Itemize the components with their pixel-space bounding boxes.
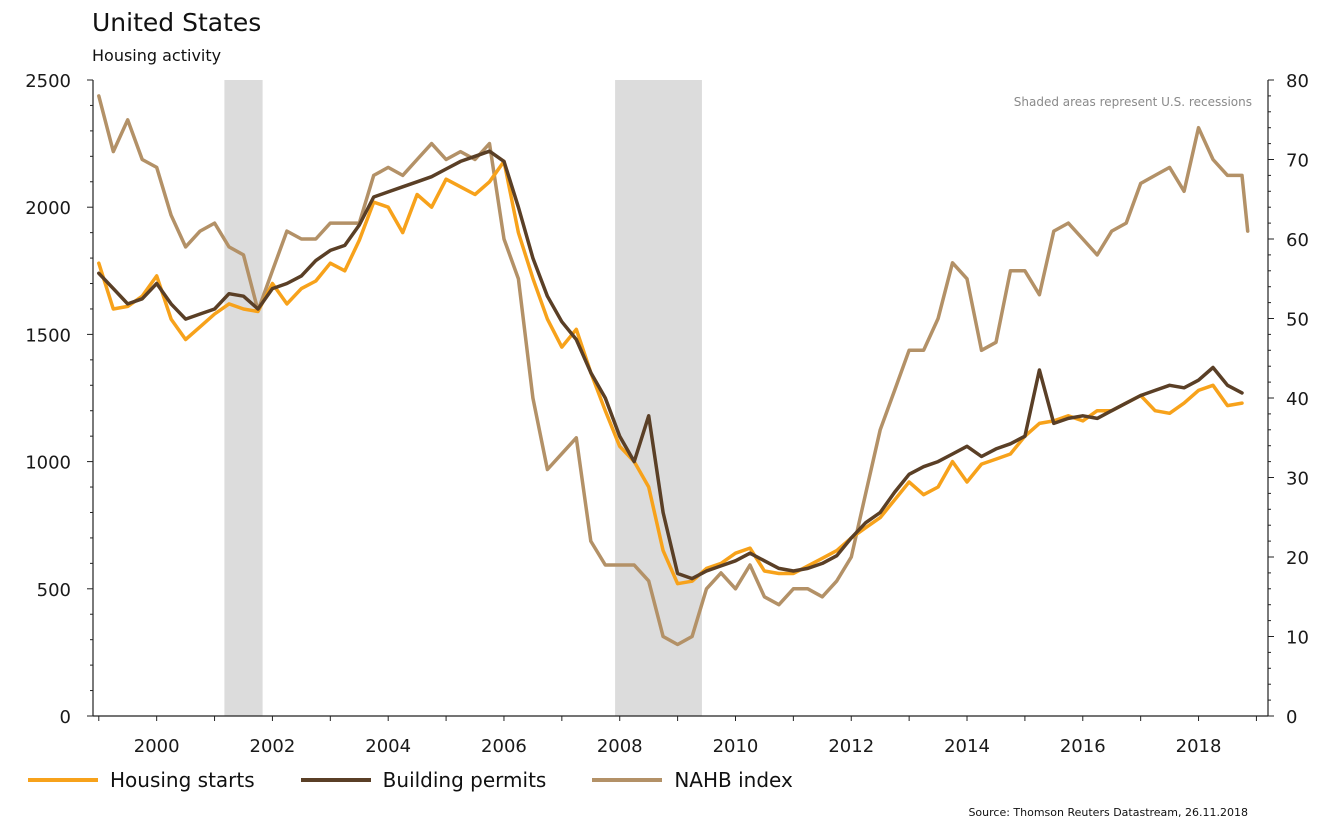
series-line-building-permits — [97, 149, 1244, 581]
legend-label-housing-starts: Housing starts — [110, 768, 255, 792]
left-tick-label: 1000 — [25, 453, 71, 474]
legend-swatch-building-permits — [300, 778, 371, 782]
right-tick-label: 20 — [1286, 548, 1309, 569]
legend-label-building-permits: Building permits — [382, 768, 547, 792]
legend-label-nahb-index: NAHB index — [674, 768, 793, 792]
x-tick-label: 2016 — [1060, 736, 1106, 757]
legend-item-building-permits: Building permits — [300, 768, 547, 792]
left-tick-label: 0 — [60, 707, 71, 728]
recession-band-1 — [224, 80, 263, 716]
left-tick-label: 2500 — [25, 71, 71, 92]
right-tick-label: 40 — [1286, 389, 1309, 410]
legend-item-housing-starts: Housing starts — [28, 768, 255, 792]
left-tick-label: 1500 — [25, 325, 71, 346]
x-tick-label: 2004 — [365, 736, 411, 757]
legend-swatch-nahb-index — [592, 778, 663, 782]
x-tick-label: 2018 — [1176, 736, 1222, 757]
page-subtitle: Housing activity — [92, 46, 222, 65]
right-tick-label: 0 — [1286, 707, 1297, 728]
x-tick-label: 2006 — [481, 736, 527, 757]
recession-shading — [224, 80, 702, 716]
x-tick-label: 2000 — [134, 736, 180, 757]
x-tick-label: 2002 — [250, 736, 296, 757]
right-tick-label: 70 — [1286, 151, 1309, 172]
right-tick-label: 80 — [1286, 71, 1309, 92]
series-line-housing-starts — [97, 159, 1244, 586]
right-tick-label: 10 — [1286, 628, 1309, 649]
right-tick-label: 60 — [1286, 230, 1309, 251]
axes: 0 500 1000 1500 2000 2500 0 10 20 30 40 50 60 70 80 200… — [25, 71, 1309, 757]
right-tick-label: 50 — [1286, 310, 1309, 331]
legend-swatch-housing-starts — [28, 778, 98, 782]
legend: Housing starts Building permits NAHB ind… — [28, 768, 839, 792]
recession-note: Shaded areas represent U.S. recessions — [1014, 95, 1252, 109]
x-tick-label: 2014 — [944, 736, 990, 757]
right-tick-label: 30 — [1286, 469, 1309, 490]
source-note: Source: Thomson Reuters Datastream, 26.1… — [968, 806, 1248, 819]
x-tick-label: 2008 — [597, 736, 643, 757]
x-tick-label: 2012 — [828, 736, 874, 757]
page-title: United States — [92, 8, 262, 37]
left-tick-label: 500 — [37, 580, 71, 601]
series-line-nahb-index — [97, 94, 1250, 647]
series-lines — [97, 94, 1250, 647]
legend-item-nahb-index: NAHB index — [592, 768, 793, 792]
left-tick-label: 2000 — [25, 198, 71, 219]
x-tick-label: 2010 — [713, 736, 759, 757]
recession-band-2 — [615, 80, 702, 716]
